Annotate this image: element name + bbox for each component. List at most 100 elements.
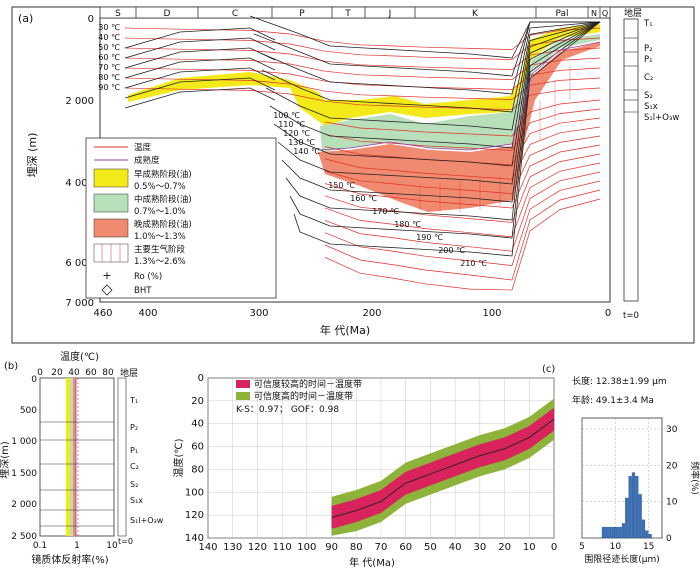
isotherm-label: 30 ℃ [98,23,120,32]
isotherm [324,135,601,194]
depth-tick: 2 500 [11,532,37,542]
burial-curve [124,87,276,109]
burial-legend: 温度 成熟度 早成熟阶段(油) 0.5%～0.7% 中成熟阶段(油) 0.7%～… [85,137,277,299]
y-tick: 2 000 [65,96,94,107]
histogram-y-label: 频率(%) [689,461,700,495]
legend-high-trust: 可信度较高的时间－温度带 [254,378,362,390]
x-tick: 0 [551,542,557,553]
stratum-label: S₂ [644,91,653,101]
x-tick: 5 [579,542,585,552]
isotherm-label: 120 ℃ [283,129,310,138]
legend-gas: 主要生气阶段 [134,244,186,255]
x-tick: 400 [138,308,157,319]
x-tick: 300 [249,308,268,319]
isotherm-label: 150 ℃ [328,181,355,190]
panel-b-label: (b) [4,361,18,372]
isotherm-label: 40 ℃ [98,33,120,42]
y-tick: 140 [185,533,204,544]
period-label: T [344,9,351,19]
isotherm-label: 140 ℃ [293,147,320,156]
isotherm-label: 100 ℃ [273,111,300,120]
x-tick: 120 [248,542,267,553]
histogram-bar [621,523,626,539]
y-tick: 0 [666,534,672,544]
isotherm-label: 50 ℃ [98,43,120,52]
depth-axis-label: 埋深(m) [0,441,11,479]
y-tick: 6 000 [65,258,94,269]
isotherm [124,57,601,80]
isotherm-label: 200 ℃ [438,246,465,255]
isotherm-label: 170 ℃ [372,207,399,216]
burial-curve [249,15,600,59]
legend-late: 晚成熟阶段(油) [134,219,192,230]
isotherm-label: 130 ℃ [288,138,315,147]
isotherm [324,153,601,223]
x-tick: 80 [350,542,363,553]
legend-ro: Ro (%) [134,272,162,282]
x-tick: 130 [223,542,242,553]
isotherm-label: 90 ℃ [98,83,120,92]
burial-curve [293,21,601,257]
y-tick: 40 [191,419,204,430]
isotherm-label: 70 ℃ [98,63,120,72]
stratum-label: P₂ [644,44,653,54]
isotherm-label: 190 ℃ [416,233,443,242]
strata-boundaries [40,421,114,527]
depth-tick: 1 000 [11,437,37,447]
temp-tick: 60 [85,368,97,378]
early-mature-zone [128,24,600,126]
reflectance-axis: 0.1 1 10 [33,541,118,551]
burial-curve [281,21,601,203]
histogram-bar [641,519,646,539]
isotherm-label: 80 ℃ [98,73,120,82]
temp-axis: 0 20 40 60 80 [37,368,114,378]
legend-bht: BHT [134,286,152,296]
y-tick: 80 [191,464,204,475]
late-mature-zone [318,42,600,212]
y-tick: 10 [666,498,678,508]
isotherm-label: 210 ℃ [460,259,487,268]
maturity-zones [128,24,600,212]
isotherm [324,108,601,151]
thermal-y-label: 温度(℃) [172,438,185,477]
strata-title: 地层 [624,7,642,19]
legend-late-range: 1.0%～1.3% [134,232,186,242]
reflectance-tick: 10 [106,541,118,551]
track-length-histogram: 长度: 12.38±1.99 μm 年龄: 49.1±3.4 Ma 0 10 20 3… [572,375,700,565]
stratum-label: S₁x [130,496,143,505]
thermal-legend: 可信度较高的时间－温度带 可信度高的时间－温度带 K-S：0.97； GOF：0… [236,378,362,415]
isotherm [124,37,601,60]
legend-maturity: 成熟度 [134,155,160,166]
x-axis-label: 年 代(Ma) [320,323,370,337]
y-tick: 100 [185,487,204,498]
burial-curve [261,21,601,113]
diamond-icon [101,284,113,296]
strata-labels-b: T₁ P₂ P₁ C₂ S₂ S₁x S₁l+O₃w t=0 [118,396,164,546]
burial-curve [124,57,276,79]
histogram-x-label: 围限径迹长度(μm) [584,553,660,565]
histogram-y-axis: 0 10 20 30 [666,425,678,544]
isotherm-label: 60 ℃ [98,53,120,62]
histogram-bar [625,497,629,539]
histogram-bar [628,476,632,539]
y-tick: 120 [185,510,204,521]
burial-curve [269,21,601,149]
stratum-label: C₂ [130,462,139,471]
isotherm [324,189,601,281]
burial-y-axis: 0 2 000 4 000 6 000 7 000 埋深 (m) [26,14,94,309]
length-stat: 长度: 12.38±1.99 μm [572,375,667,387]
histogram-bar [611,526,616,539]
t0-label: t=0 [118,537,133,546]
strata-title: 地层 [120,367,138,379]
legend-temperature: 温度 [134,142,152,153]
stratum-label: P₁ [644,55,653,65]
histogram-bars [601,472,652,539]
stratum-label: S₁x [644,102,658,112]
depth-tick: 0 [31,375,37,385]
isotherm [124,87,601,110]
y-tick: 0 [198,373,204,384]
period-strip: S D C P T J K Pal N Q [99,6,611,19]
strata-column-a: 地层 T₁ P₂ P₁ C₂ S₂ S₁x S₁l+O₃w t=0 [623,7,679,321]
x-tick: 30 [473,542,486,553]
